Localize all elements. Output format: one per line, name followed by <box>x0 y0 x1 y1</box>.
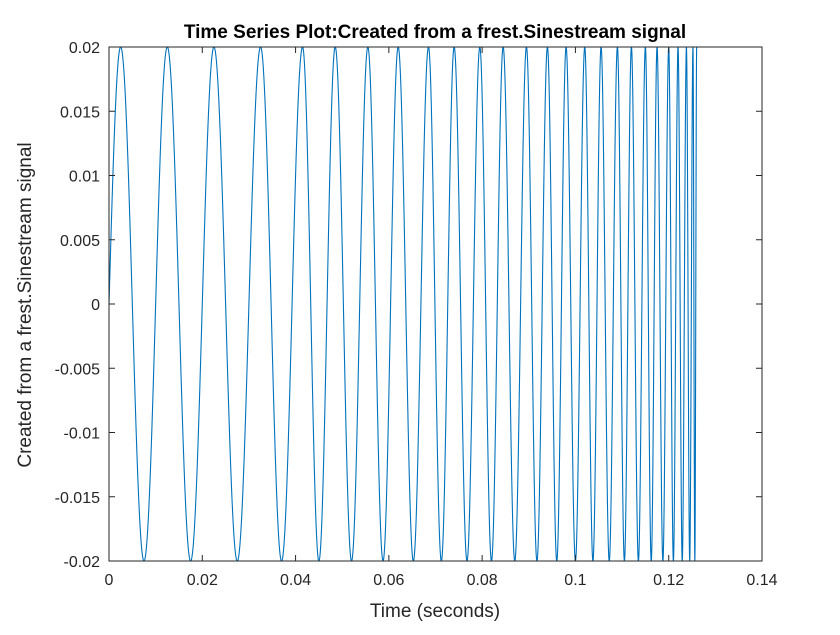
y-axis-ticks: 0.02 0.015 0.01 0.005 0 -0.005 -0.01 -0.015 -0.0… <box>55 40 762 571</box>
y-tick-label: 0.015 <box>60 104 100 121</box>
x-tick-label: 0.1 <box>564 572 586 589</box>
y-tick-label: -0.005 <box>55 361 100 378</box>
y-axis-title: Created from a frest.Sinestream signal <box>15 142 36 467</box>
x-tick-label: 0.08 <box>467 572 498 589</box>
y-tick-label: -0.01 <box>64 426 101 443</box>
x-tick-label: 0.14 <box>746 572 777 589</box>
y-tick-label: 0.02 <box>69 40 100 57</box>
chart-title: Time Series Plot:Created from a frest.Si… <box>184 22 686 43</box>
x-tick-label: 0.12 <box>653 572 684 589</box>
series-line <box>109 47 698 561</box>
y-tick-label: 0.01 <box>69 169 100 186</box>
y-tick-label: -0.015 <box>55 490 100 507</box>
x-tick-label: 0.04 <box>280 572 311 589</box>
x-tick-label: 0.02 <box>187 572 218 589</box>
y-tick-label: 0.005 <box>60 233 100 250</box>
y-tick-label: 0 <box>91 297 100 314</box>
x-axis-title: Time (seconds) <box>370 601 500 622</box>
x-tick-label: 0.06 <box>373 572 404 589</box>
y-tick-label: -0.02 <box>64 554 101 571</box>
x-tick-label: 0 <box>105 572 114 589</box>
x-axis-ticks: 0 0.02 0.04 0.06 0.08 0.1 0.12 0.14 <box>105 47 778 589</box>
